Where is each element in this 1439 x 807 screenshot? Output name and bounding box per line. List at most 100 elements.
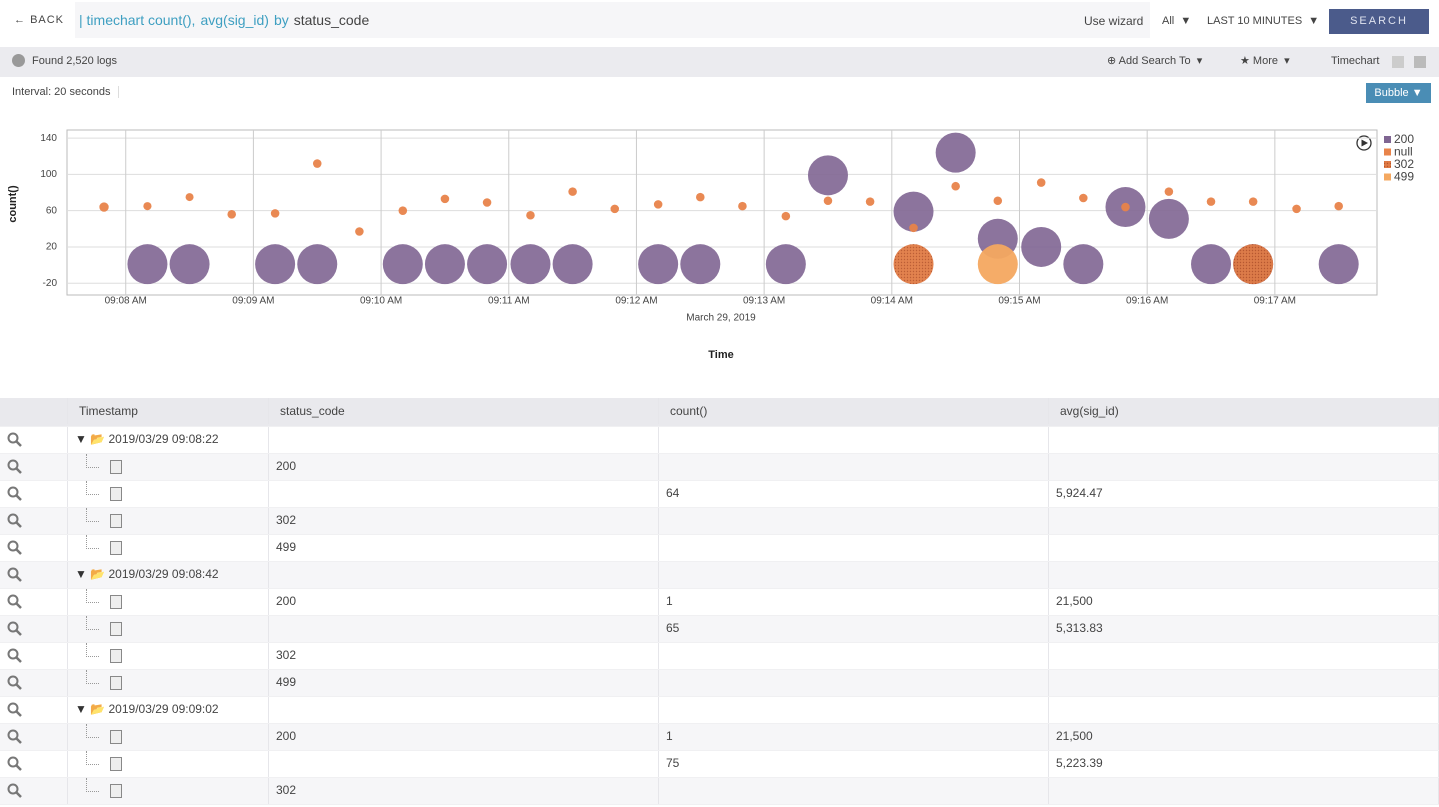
play-button[interactable] xyxy=(1356,135,1372,151)
bubble xyxy=(977,244,1018,285)
search-icon[interactable] xyxy=(7,729,23,745)
x-tick-label: 09:17 AM xyxy=(1254,296,1296,307)
row: 302 xyxy=(0,643,1439,670)
add-search[interactable]: ⊕ Add Search To ▾ xyxy=(1107,55,1203,67)
more-menu[interactable]: ★ More ▾ xyxy=(1240,55,1290,67)
search-icon[interactable] xyxy=(7,594,23,610)
bubble xyxy=(482,198,492,207)
timestamp[interactable]: 2019/03/29 09:08:22 xyxy=(108,432,219,446)
view-toggle[interactable] xyxy=(1414,56,1426,68)
chart-kind-text: Bubble xyxy=(1374,87,1409,99)
search-icon[interactable] xyxy=(7,459,23,475)
bubble xyxy=(355,227,364,236)
cell: 5,313.83 xyxy=(1049,616,1439,642)
query-input[interactable]: | timechart count(), avg(sig_id) by status_… xyxy=(75,2,1150,38)
search-icon[interactable] xyxy=(7,432,23,448)
search-icon[interactable] xyxy=(7,513,23,529)
cell xyxy=(1049,562,1439,588)
search-icon[interactable] xyxy=(7,540,23,556)
legend-label: 499 xyxy=(1394,170,1414,184)
search-icon[interactable] xyxy=(7,756,23,772)
tree-cell xyxy=(68,589,269,615)
bubble xyxy=(680,244,721,285)
tree-cell xyxy=(68,751,269,777)
header-cell: count() xyxy=(659,398,1049,424)
bubble xyxy=(169,244,210,285)
timestamp[interactable]: 2019/03/29 09:08:42 xyxy=(108,567,219,581)
inspect-icon xyxy=(0,643,68,669)
tree-cell xyxy=(68,670,269,696)
cell: 75 xyxy=(659,751,1049,777)
inspect-icon xyxy=(0,616,68,642)
wizard-link[interactable]: Use wizard xyxy=(1084,14,1144,28)
range-select[interactable]: LAST 10 MINUTES ▼ xyxy=(1207,15,1320,27)
cell: 21,500 xyxy=(1049,724,1439,750)
search-icon[interactable] xyxy=(7,648,23,664)
row: 64 5,924.47 xyxy=(0,481,1439,508)
cell: 302 xyxy=(269,508,659,534)
bubble xyxy=(1148,198,1189,239)
inspect-icon xyxy=(0,454,68,480)
cell xyxy=(1049,670,1439,696)
row: 75 5,223.39 xyxy=(0,751,1439,778)
cell: 499 xyxy=(269,670,659,696)
search-icon[interactable] xyxy=(7,621,23,637)
query-part: avg(sig_id) xyxy=(200,12,269,28)
row: 302 xyxy=(0,778,1439,805)
bubble xyxy=(1063,244,1104,285)
cell: 200 xyxy=(269,724,659,750)
bubble xyxy=(1233,244,1274,285)
x-tick-label: 09:09 AM xyxy=(232,296,274,307)
search-icon[interactable] xyxy=(7,567,23,583)
x-tick-label: 09:15 AM xyxy=(998,296,1040,307)
inspect-icon xyxy=(0,508,68,534)
cell xyxy=(269,616,659,642)
bubble xyxy=(1079,193,1088,203)
x-tick-label: 09:13 AM xyxy=(743,296,785,307)
search-icon[interactable] xyxy=(7,486,23,502)
search-icon[interactable] xyxy=(7,702,23,718)
bubble xyxy=(935,132,976,173)
header-cell: Timestamp xyxy=(68,398,269,424)
cell: 65 xyxy=(659,616,1049,642)
search-icon[interactable] xyxy=(7,675,23,691)
x-tick-label: 09:16 AM xyxy=(1126,296,1168,307)
tree-cell xyxy=(68,616,269,642)
cell: 64 xyxy=(659,481,1049,507)
cell: 21,500 xyxy=(1049,589,1439,615)
cell xyxy=(1049,643,1439,669)
cell xyxy=(659,454,1049,480)
timestamp-cell: ▼ 📂 2019/03/29 09:08:42 xyxy=(68,562,269,588)
bubble xyxy=(893,191,934,232)
bubble xyxy=(127,244,168,285)
cell: 302 xyxy=(269,778,659,804)
scope-select[interactable]: All ▼ xyxy=(1162,15,1192,27)
bubble xyxy=(382,244,423,285)
back-button[interactable]: ← BACK xyxy=(14,14,65,26)
timestamp[interactable]: 2019/03/29 09:09:02 xyxy=(108,702,219,716)
bubble xyxy=(510,244,551,285)
cell xyxy=(269,427,659,453)
view-toggle[interactable] xyxy=(1392,56,1404,68)
cell xyxy=(659,697,1049,723)
bubble xyxy=(467,244,508,285)
bubble xyxy=(1292,204,1301,214)
play-icon xyxy=(1361,139,1368,147)
inspect-icon xyxy=(0,589,68,615)
search-icon[interactable] xyxy=(7,783,23,799)
bubble xyxy=(781,211,791,221)
legend-swatch xyxy=(1384,148,1391,156)
header-cell: avg(sig_id) xyxy=(1049,398,1439,424)
scope-text: All xyxy=(1162,15,1175,27)
cell: 5,924.47 xyxy=(1049,481,1439,507)
bubble xyxy=(951,181,960,191)
row: 65 5,313.83 xyxy=(0,616,1439,643)
tree-cell xyxy=(68,724,269,750)
chart-kind-select[interactable]: Bubble ▼ xyxy=(1366,83,1431,103)
cell xyxy=(1049,778,1439,804)
inspect-icon xyxy=(0,751,68,777)
legend-label: 200 xyxy=(1394,132,1414,146)
search-button[interactable]: SEARCH xyxy=(1329,9,1429,34)
cell: 1 xyxy=(659,724,1049,750)
